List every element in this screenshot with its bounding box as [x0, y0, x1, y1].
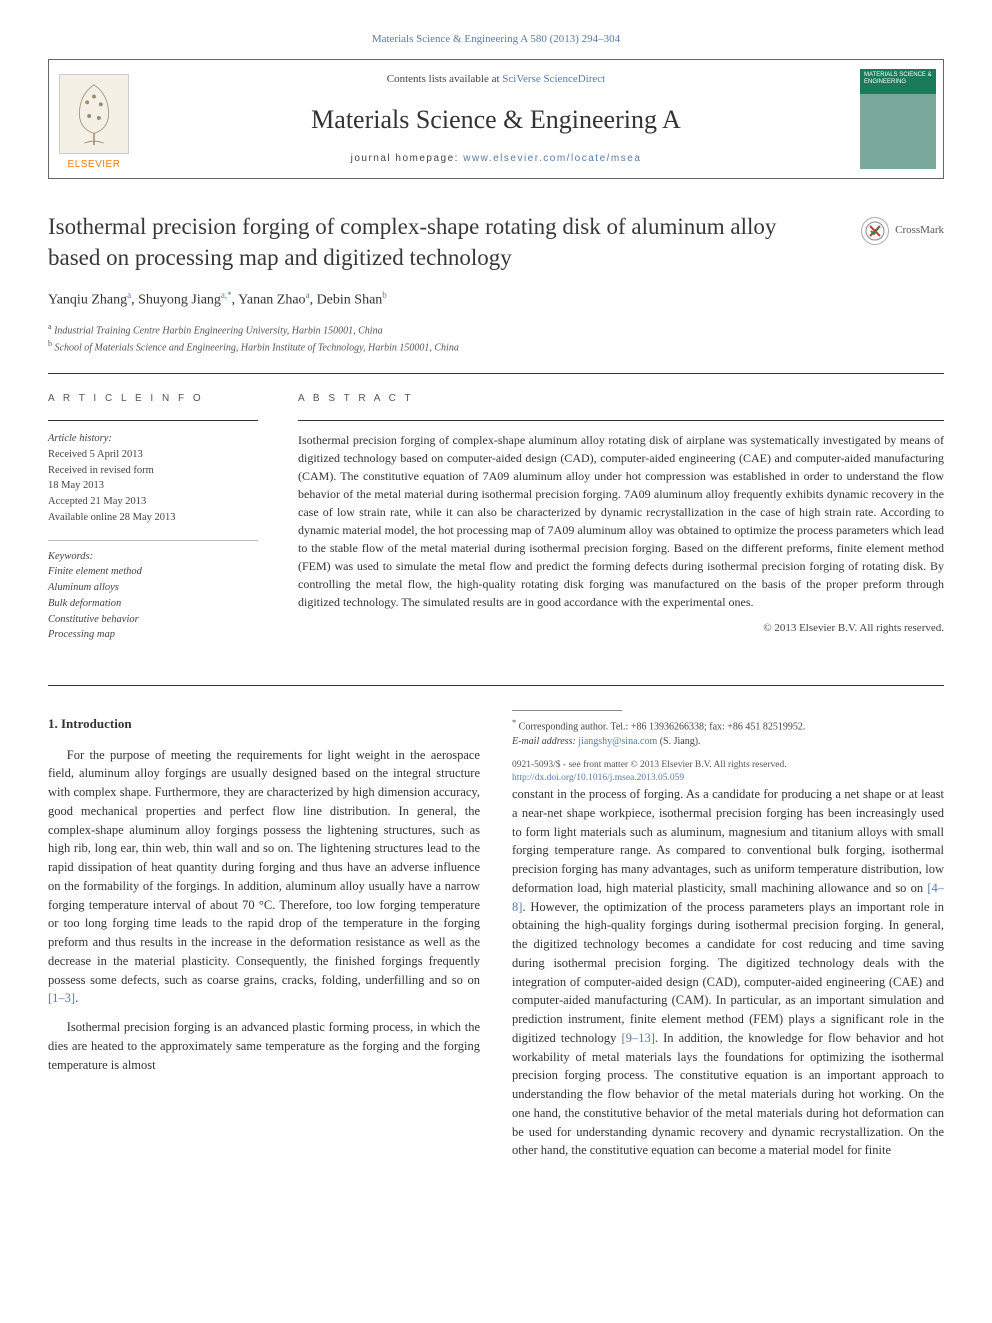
author: Shuyong Jiang [138, 293, 221, 308]
article-history: Article history: Received 5 April 2013 R… [48, 431, 258, 526]
history-line: Accepted 21 May 2013 [48, 494, 258, 510]
author-aff-sup: a [127, 290, 131, 300]
homepage-prefix: journal homepage: [351, 153, 464, 164]
para-text: . In addition, the knowledge for flow be… [512, 1031, 944, 1158]
history-line: Received 5 April 2013 [48, 447, 258, 463]
section-heading: 1. Introduction [48, 714, 480, 734]
history-line: Received in revised form [48, 463, 258, 479]
cover-text: MATERIALS SCIENCE & ENGINEERING [864, 72, 932, 85]
body-paragraph: constant in the process of forging. As a… [512, 785, 944, 1160]
copyright-line: © 2013 Elsevier B.V. All rights reserved… [298, 621, 944, 636]
keyword: Bulk deformation [48, 596, 258, 612]
body-paragraph: Isothermal precision forging is an advan… [48, 1018, 480, 1074]
history-line: Available online 28 May 2013 [48, 510, 258, 526]
author: Yanqiu Zhang [48, 293, 127, 308]
footer-block: * Corresponding author. Tel.: +86 139362… [512, 710, 944, 785]
footnote-divider [512, 710, 622, 711]
author: Yanan Zhao [238, 293, 305, 308]
para-text: Isothermal precision forging is an advan… [48, 1020, 480, 1072]
divider [48, 420, 258, 421]
aff-sup: a [48, 322, 52, 331]
header-center: Contents lists available at SciVerse Sci… [139, 60, 853, 178]
email-label: E-mail address: [512, 736, 578, 747]
author-aff-sup: a [306, 290, 310, 300]
keywords-block: Keywords: Finite element method Aluminum… [48, 549, 258, 644]
author: Debin Shan [317, 293, 383, 308]
keywords-label: Keywords: [48, 549, 258, 565]
article-title: Isothermal precision forging of complex-… [48, 211, 944, 273]
crossmark-icon [861, 217, 889, 245]
doi-link[interactable]: http://dx.doi.org/10.1016/j.msea.2013.05… [512, 773, 684, 783]
aff-text: Industrial Training Centre Harbin Engine… [54, 325, 383, 336]
para-text: For the purpose of meeting the requireme… [48, 748, 480, 987]
history-line: 18 May 2013 [48, 478, 258, 494]
keyword: Processing map [48, 627, 258, 643]
corresponding-note: * Corresponding author. Tel.: +86 139362… [512, 717, 944, 748]
cover-thumb-block: MATERIALS SCIENCE & ENGINEERING [853, 60, 943, 178]
aff-text: School of Materials Science and Engineer… [55, 342, 459, 353]
article-info-label: A R T I C L E I N F O [48, 392, 258, 406]
body-text: 1. Introduction For the purpose of meeti… [48, 710, 944, 1160]
affiliations: a Industrial Training Centre Harbin Engi… [48, 321, 944, 356]
affiliation: b School of Materials Science and Engine… [48, 338, 944, 355]
divider [48, 540, 258, 541]
aff-sup: b [48, 339, 52, 348]
corresponding-text: Corresponding author. Tel.: +86 13936266… [519, 722, 806, 733]
crossmark-label: CrossMark [895, 223, 944, 238]
abstract-column: A B S T R A C T Isothermal precision for… [298, 392, 944, 657]
journal-citation: Materials Science & Engineering A 580 (2… [48, 32, 944, 47]
authors-line: Yanqiu Zhanga, Shuyong Jianga,*, Yanan Z… [48, 289, 944, 310]
journal-name: Materials Science & Engineering A [147, 102, 845, 138]
keyword: Constitutive behavior [48, 612, 258, 628]
para-text: constant in the process of forging. As a… [512, 787, 944, 895]
publication-footer: 0921-5093/$ - see front matter © 2013 El… [512, 759, 944, 786]
crossmark-badge[interactable]: CrossMark [861, 217, 944, 245]
elsevier-label: ELSEVIER [68, 158, 121, 172]
para-text: . However, the optimization of the proce… [512, 900, 944, 1045]
issn-line: 0921-5093/$ - see front matter © 2013 El… [512, 759, 944, 772]
divider [298, 420, 944, 421]
homepage-line: journal homepage: www.elsevier.com/locat… [147, 152, 845, 166]
journal-cover-icon: MATERIALS SCIENCE & ENGINEERING [860, 69, 936, 169]
contents-prefix: Contents lists available at [387, 73, 502, 85]
abstract-label: A B S T R A C T [298, 392, 944, 406]
body-paragraph: For the purpose of meeting the requireme… [48, 746, 480, 1009]
star-icon: * [512, 718, 516, 727]
publisher-logo-block: ELSEVIER [49, 60, 139, 178]
keyword: Finite element method [48, 564, 258, 580]
contents-available-line: Contents lists available at SciVerse Sci… [147, 72, 845, 87]
elsevier-tree-icon [59, 74, 129, 154]
email-suffix: (S. Jiang). [657, 736, 700, 747]
divider [48, 373, 944, 374]
article-info-column: A R T I C L E I N F O Article history: R… [48, 392, 258, 657]
author-aff-sup: b [382, 290, 387, 300]
homepage-link[interactable]: www.elsevier.com/locate/msea [463, 153, 641, 164]
citation-link[interactable]: [9–13] [622, 1031, 655, 1045]
keyword: Aluminum alloys [48, 580, 258, 596]
abstract-text: Isothermal precision forging of complex-… [298, 431, 944, 611]
affiliation: a Industrial Training Centre Harbin Engi… [48, 321, 944, 338]
history-label: Article history: [48, 431, 258, 447]
divider [48, 685, 944, 686]
email-link[interactable]: jiangshy@sina.com [578, 736, 657, 747]
corresponding-star: ,* [225, 290, 232, 300]
para-text: . [75, 991, 78, 1005]
journal-header: ELSEVIER Contents lists available at Sci… [48, 59, 944, 179]
sciencedirect-link[interactable]: SciVerse ScienceDirect [502, 73, 605, 85]
citation-link[interactable]: [1–3] [48, 991, 75, 1005]
title-block: CrossMark Isothermal precision forging o… [48, 211, 944, 273]
info-abstract-row: A R T I C L E I N F O Article history: R… [48, 392, 944, 657]
